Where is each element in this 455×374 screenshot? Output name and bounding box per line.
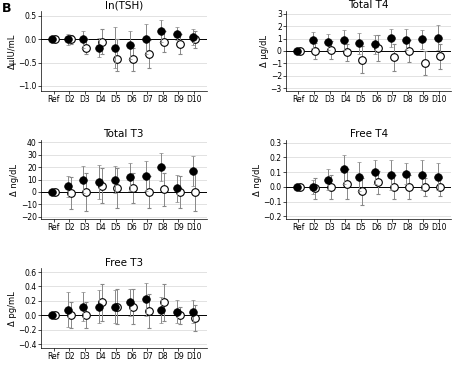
Title: Free T4: Free T4 <box>349 129 387 139</box>
Y-axis label: Δ μg/dL: Δ μg/dL <box>260 35 268 67</box>
Y-axis label: ΔμIU/mL: ΔμIU/mL <box>8 33 17 68</box>
Y-axis label: Δ pg/mL: Δ pg/mL <box>8 291 17 325</box>
Y-axis label: Δ ng/dL: Δ ng/dL <box>253 163 262 196</box>
Text: B: B <box>2 2 12 15</box>
Title: Total T3: Total T3 <box>103 129 144 139</box>
Title: Free T3: Free T3 <box>105 258 142 268</box>
Title: Total T4: Total T4 <box>348 0 388 10</box>
Y-axis label: Δ ng/dL: Δ ng/dL <box>10 163 20 196</box>
Title: ln(TSH): ln(TSH) <box>105 0 142 10</box>
